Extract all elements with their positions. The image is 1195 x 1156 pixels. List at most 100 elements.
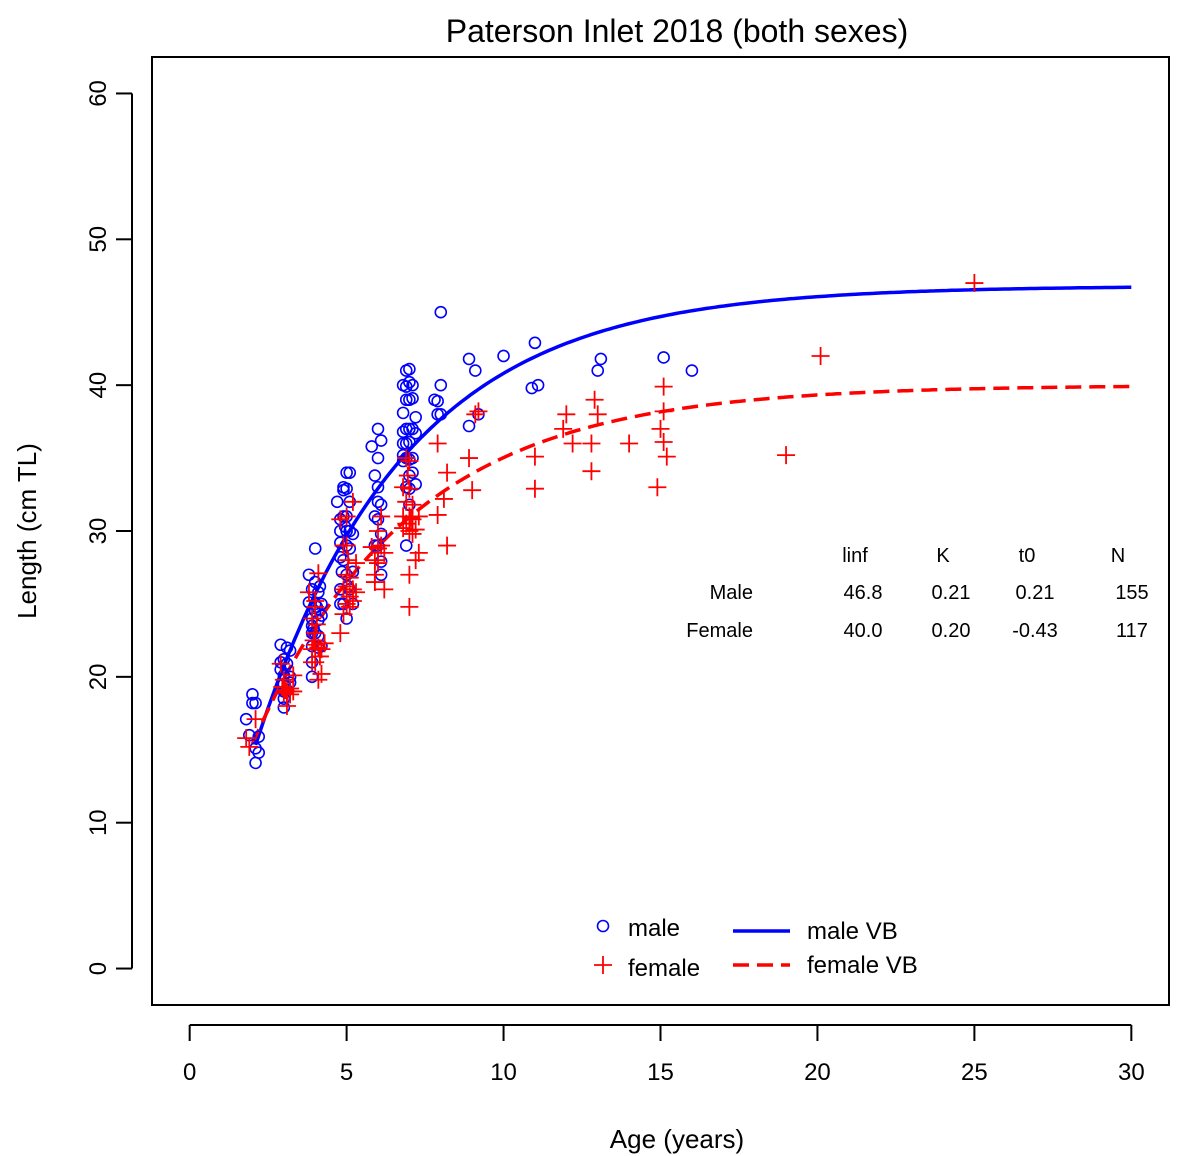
y-tick-label: 30 — [85, 518, 112, 545]
legend-label: male VB — [807, 918, 898, 945]
table-header: t0 — [1019, 545, 1036, 567]
male-point — [409, 410, 422, 424]
female-point — [406, 551, 425, 570]
female-point — [525, 479, 544, 498]
female-point — [339, 551, 358, 570]
legend-label: female — [628, 955, 700, 982]
female-point — [369, 522, 387, 540]
female-point — [525, 447, 544, 466]
male-point — [246, 688, 259, 701]
male-point — [525, 381, 539, 395]
female-point — [331, 624, 350, 643]
male-point — [277, 701, 291, 714]
male-point — [396, 406, 410, 420]
male-point — [528, 336, 542, 350]
female-point — [343, 592, 362, 611]
male-point — [431, 408, 444, 421]
y-tick-label: 20 — [85, 663, 112, 690]
female-point — [588, 405, 607, 424]
female-point — [651, 419, 670, 438]
female-point — [271, 654, 290, 673]
male-point — [403, 362, 416, 376]
table-row-label: Female — [686, 620, 753, 642]
legend-label: female VB — [807, 952, 918, 979]
male-point — [371, 495, 385, 509]
table-cell: 117 — [1116, 620, 1148, 642]
legend-female-symbol — [594, 956, 612, 974]
male-point — [431, 394, 444, 408]
table-cell: 46.8 — [844, 582, 883, 604]
table-cell: 155 — [1115, 582, 1148, 604]
female-point — [654, 433, 673, 452]
female-point — [557, 405, 576, 424]
legend: male female male VB female VB — [594, 915, 918, 982]
male-point — [340, 482, 353, 496]
x-tick-label: 10 — [490, 1059, 517, 1086]
female-point — [438, 463, 457, 482]
male-point — [406, 391, 419, 405]
data-points — [237, 274, 984, 770]
x-tick-label: 20 — [804, 1059, 831, 1086]
female-point — [337, 507, 356, 526]
female-point — [965, 274, 984, 293]
female-point — [620, 434, 639, 453]
female-point — [554, 419, 573, 438]
female-point — [365, 573, 384, 592]
y-axis-label: Length (cm TL) — [12, 443, 42, 619]
female-point — [372, 536, 391, 555]
female-point — [466, 405, 485, 424]
female-vb-curve — [250, 384, 1132, 745]
female-point — [304, 631, 323, 650]
female-point — [307, 615, 326, 634]
male-point — [406, 378, 419, 392]
female-point — [347, 554, 366, 573]
female-point — [409, 507, 428, 526]
y-tick-label: 50 — [85, 226, 112, 253]
male-point — [399, 539, 413, 552]
female-point — [654, 402, 673, 421]
male-point — [252, 746, 266, 759]
male-point — [343, 466, 357, 479]
female-point — [237, 729, 256, 748]
male-point — [371, 422, 385, 436]
male-point — [340, 612, 353, 625]
table-cell: 40.0 — [844, 620, 883, 642]
female-point — [654, 377, 673, 396]
male-point — [308, 542, 322, 555]
female-point — [400, 451, 419, 470]
female-point — [657, 447, 676, 466]
female-point — [240, 737, 259, 756]
male-point — [346, 527, 360, 541]
male-point — [371, 480, 385, 494]
male-point — [334, 550, 347, 564]
male-point — [497, 349, 510, 363]
female-point — [284, 666, 303, 685]
table-header: K — [936, 545, 950, 567]
female-point — [281, 685, 300, 704]
female-point — [463, 481, 482, 500]
female-point — [438, 536, 457, 555]
male-point — [274, 638, 287, 652]
male-point — [685, 364, 699, 377]
male-point — [368, 469, 382, 482]
male-point — [403, 435, 416, 449]
female-point — [460, 449, 479, 468]
male-point — [403, 375, 416, 389]
x-tick-label: 15 — [647, 1059, 674, 1086]
female-point — [309, 564, 328, 583]
table-cell: 0.21 — [1016, 582, 1055, 604]
table-cell: 0.21 — [932, 582, 971, 604]
female-point — [777, 446, 796, 465]
plot-frame — [151, 56, 1170, 1006]
female-point — [306, 592, 325, 611]
table-header: linf — [842, 545, 868, 567]
female-point — [585, 390, 604, 409]
female-point — [406, 520, 425, 539]
y-tick-label: 60 — [85, 80, 112, 107]
male-point — [302, 568, 316, 582]
x-tick-label: 25 — [961, 1059, 988, 1086]
male-point — [313, 580, 327, 593]
male-point — [403, 422, 416, 436]
male-point — [462, 419, 476, 433]
